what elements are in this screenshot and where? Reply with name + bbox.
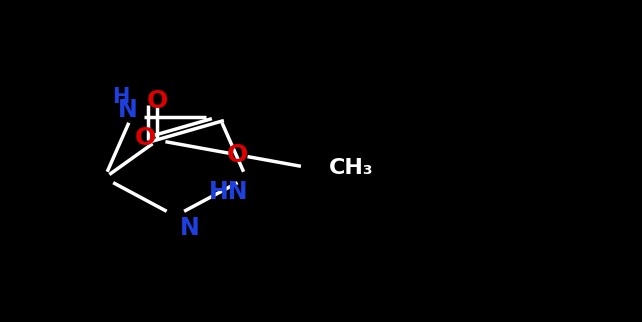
Text: O: O — [135, 126, 156, 150]
Text: N: N — [118, 98, 138, 122]
Text: O: O — [227, 143, 248, 167]
Text: H: H — [112, 87, 130, 107]
Text: N: N — [180, 216, 200, 241]
Text: O: O — [147, 89, 168, 113]
Text: HN: HN — [209, 180, 248, 204]
Text: CH₃: CH₃ — [329, 158, 373, 178]
